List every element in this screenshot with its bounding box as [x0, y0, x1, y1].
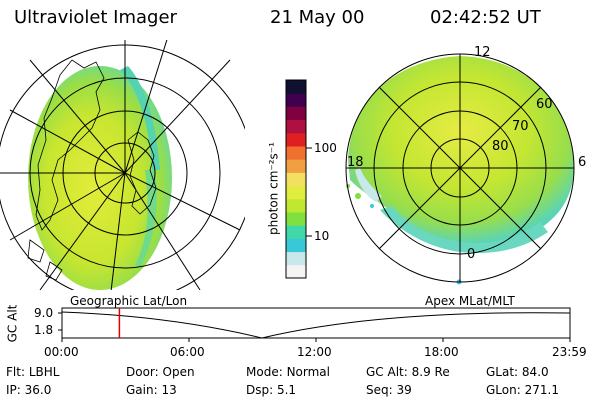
colorbar-tick-label-10: 10: [314, 229, 330, 243]
colorbar-segment: [286, 172, 306, 187]
colorbar-segment: [286, 93, 306, 107]
altitude-plot: [58, 307, 571, 342]
info-seq: Seq: 39: [366, 383, 412, 397]
colorbar-segment: [286, 159, 306, 173]
colorbar-segment: [286, 106, 306, 121]
colorbar-segment: [286, 185, 306, 200]
instrument-title: Ultraviolet Imager: [14, 7, 177, 28]
apex-panel-label: Apex MLat/MLT: [425, 294, 515, 308]
mag-grid: [345, 53, 575, 283]
geographic-image-panel: [0, 40, 245, 290]
time-tick-1800: 18:00: [424, 345, 459, 359]
colorbar-segment: [286, 212, 306, 226]
altitude-tick-9: 9.0: [34, 306, 54, 320]
info-glon: GLon: 271.1: [486, 383, 559, 397]
info-dsp: Dsp: 5.1: [246, 383, 297, 397]
colorbar-segment: [286, 119, 306, 134]
colorbar-segment: [286, 80, 306, 94]
time-tick-1200: 12:00: [297, 345, 332, 359]
mlt-label-18: 18: [347, 155, 364, 170]
date-label: 21 May 00: [270, 7, 365, 28]
colorbar-segment: [286, 132, 306, 147]
mlat-label-70: 70: [512, 119, 529, 134]
mlt-label-6: 6: [578, 155, 587, 170]
colorbar-segment: [286, 146, 306, 160]
geographic-panel-label: Geographic Lat/Lon: [70, 294, 188, 308]
geo-grid: [0, 40, 245, 290]
colorbar-segment: [286, 264, 306, 279]
mlat-label-80: 80: [492, 139, 509, 154]
mag-auroral-image: [348, 56, 574, 245]
colorbar-segment: [286, 238, 306, 253]
info-ip: IP: 36.0: [6, 383, 52, 397]
mlat-label-60: 60: [536, 97, 553, 112]
info-door: Door: Open: [126, 365, 195, 379]
mlt-label-12: 12: [474, 45, 491, 60]
time-tick-0000: 00:00: [44, 345, 79, 359]
altitude-plot-frame: [61, 307, 571, 339]
colorbar-segment: [286, 225, 306, 239]
colorbar-segment: [286, 198, 306, 213]
info-gain: Gain: 13: [126, 383, 177, 397]
info-gc-alt: GC Alt: 8.9 Re: [366, 365, 450, 379]
mlt-label-0: 0: [467, 247, 476, 262]
colorbar-tick-label-100: 100: [314, 141, 337, 155]
colorbar-frame: [285, 79, 307, 279]
colorbar: [286, 80, 306, 279]
altitude-axis-label: GC Alt: [5, 304, 20, 343]
time-tick-0600: 06:00: [170, 345, 205, 359]
colorbar-unit-label: photon cm⁻²s⁻¹: [266, 142, 281, 235]
magnetic-polar-plot: [345, 53, 575, 285]
altitude-curve: [61, 311, 571, 339]
info-glat: GLat: 84.0: [486, 365, 549, 379]
time-tick-2359: 23:59: [552, 345, 587, 359]
time-label: 02:42:52 UT: [430, 7, 541, 28]
coastline: [35, 59, 105, 231]
info-filter: Flt: LBHL: [6, 365, 60, 379]
info-mode: Mode: Normal: [246, 365, 330, 379]
colorbar-segment: [286, 251, 306, 266]
altitude-tick-1-8: 1.8: [34, 323, 54, 337]
